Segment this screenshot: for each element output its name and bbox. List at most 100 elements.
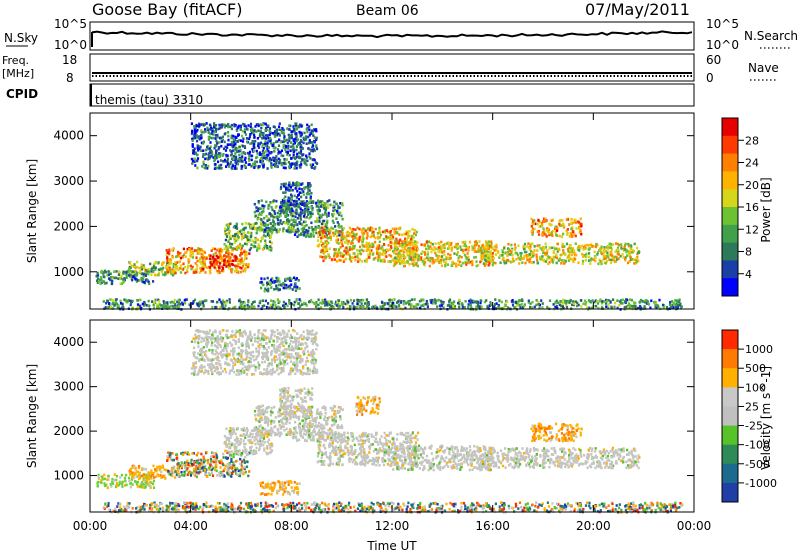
heatmap-cell [284,306,286,309]
heatmap-cell [495,253,497,256]
heatmap-cell [274,212,276,215]
heatmap-cell [379,252,381,255]
heatmap-cell [269,158,271,161]
heatmap-cell [480,299,482,302]
heatmap-cell [220,167,222,170]
heatmap-cell [288,301,290,304]
heatmap-cell [295,282,297,285]
heatmap-cell [271,306,273,309]
heatmap-cell [129,482,131,485]
heatmap-cell [200,123,202,126]
heatmap-cell [154,274,156,277]
heatmap-cell [233,141,235,144]
heatmap-cell [280,219,282,222]
heatmap-cell [417,248,419,251]
heatmap-cell [150,469,152,472]
date-title: 07/May/2011 [585,0,690,19]
heatmap-cell [389,299,391,302]
heatmap-cell [580,233,582,236]
heatmap-cell [388,244,390,247]
heatmap-cell [227,162,229,165]
heatmap-cell [244,227,246,230]
heatmap-cell [170,301,172,304]
heatmap-cell [275,288,277,291]
heatmap-cell [259,151,261,154]
heatmap-cell [156,466,158,469]
heatmap-cell [450,243,452,246]
heatmap-cell [537,219,539,222]
heatmap-cell [458,306,460,309]
heatmap-cell [559,219,561,222]
heatmap-cell [433,249,435,252]
heatmap-cell [215,134,217,137]
heatmap-cell [257,209,259,212]
heatmap-cell [166,269,168,272]
heatmap-cell [240,158,242,161]
heatmap-cell [174,299,176,302]
heatmap-cell [494,262,496,265]
heatmap-cell [526,245,528,248]
heatmap-cell [610,262,612,265]
heatmap-cell [218,148,220,151]
heatmap-cell [196,160,198,163]
heatmap-cell [194,164,196,167]
heatmap-cell [221,140,223,143]
heatmap-cell [149,481,151,484]
heatmap-cell [289,154,291,157]
heatmap-cell [164,271,166,274]
heatmap-cell [221,124,223,127]
heatmap-cell [308,152,310,155]
heatmap-cell [335,240,337,243]
heatmap-cell [375,228,377,231]
heatmap-cell [409,230,411,233]
heatmap-cell [331,258,333,261]
heatmap-cell [241,135,243,138]
heatmap-cell [539,256,541,259]
heatmap-cell [287,305,289,308]
heatmap-cell [514,249,516,252]
heatmap-cell [546,258,548,261]
heatmap-cell [232,259,234,262]
heatmap-cell [154,468,156,471]
heatmap-cell [259,165,261,168]
heatmap-cell [243,232,245,235]
heatmap-cell [111,280,113,283]
heatmap-cell [480,306,482,309]
heatmap-cell [303,132,305,135]
heatmap-cell [291,162,293,165]
heatmap-cell [322,299,324,302]
heatmap-cell [411,253,413,256]
heatmap-cell [312,234,314,237]
power-colorbar-swatch [722,189,738,207]
heatmap-cell [209,141,211,144]
heatmap-cell [169,270,171,273]
heatmap-cell [112,276,114,279]
heatmap-cell [295,286,297,289]
heatmap-cell [187,266,189,269]
heatmap-cell [143,281,145,284]
heatmap-cell [360,239,362,242]
heatmap-cell [230,246,232,249]
heatmap-cell [429,257,431,260]
heatmap-cell [545,220,547,223]
heatmap-cell [341,232,343,235]
heatmap-cell [204,251,206,254]
heatmap-cell [317,205,319,208]
heatmap-cell [389,238,391,241]
heatmap-cell [193,461,195,464]
heatmap-cell [201,165,203,168]
heatmap-cell [252,227,254,230]
heatmap-cell [414,258,416,261]
heatmap-cell [441,255,443,258]
heatmap-cell [261,281,263,284]
heatmap-cell [531,218,533,221]
heatmap-cell [308,235,310,238]
heatmap-cell [190,250,192,253]
heatmap-cell [532,227,534,230]
heatmap-cell [254,203,256,206]
heatmap-cell [437,299,439,302]
heatmap-cell [356,255,358,258]
heatmap-cell [373,258,375,261]
heatmap-cell [618,304,620,307]
